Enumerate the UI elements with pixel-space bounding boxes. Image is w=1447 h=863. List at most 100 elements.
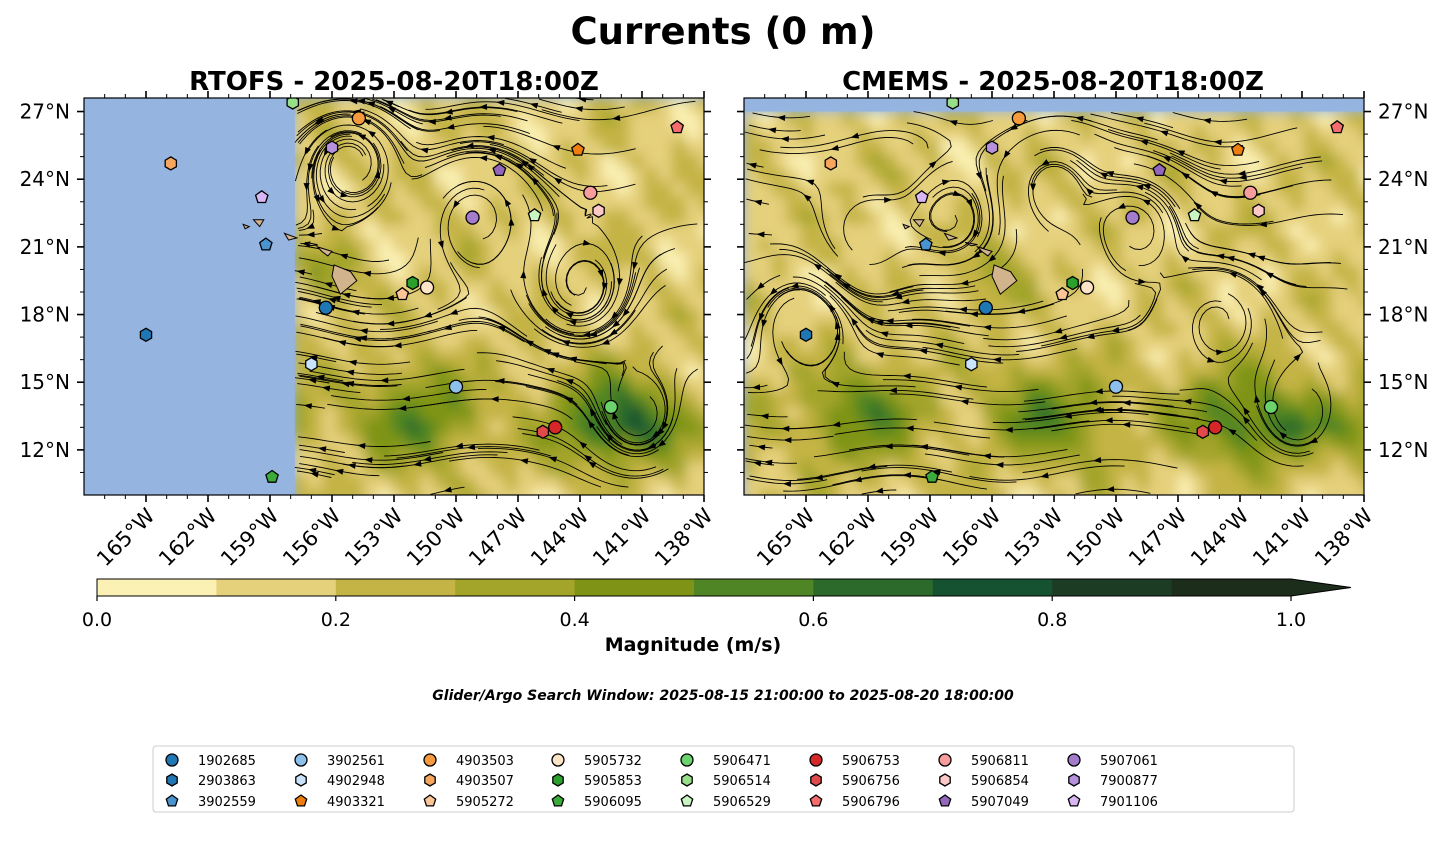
field-cell (630, 280, 645, 295)
field-cell (1066, 210, 1081, 225)
field-cell (1066, 266, 1081, 281)
field-cell (392, 322, 407, 337)
field-cell (1094, 252, 1109, 267)
field-cell (1066, 322, 1081, 337)
field-cell (814, 294, 829, 309)
field-cell (644, 168, 659, 183)
field-cell (364, 308, 379, 323)
field-cell (532, 224, 547, 239)
colorbar-segment (1171, 579, 1292, 596)
field-cell (448, 308, 463, 323)
field-cell (406, 196, 421, 211)
field-cell (532, 392, 547, 407)
field-cell (982, 392, 997, 407)
streamline-arrow (318, 195, 326, 204)
field-cell (490, 350, 505, 365)
field-cell (672, 308, 687, 323)
streamline-arrow (479, 103, 488, 110)
field-cell (588, 378, 603, 393)
field-cell (1360, 154, 1364, 169)
streamline-arrow (331, 224, 341, 231)
field-cell (1290, 112, 1305, 127)
lon-tick-label: 138°W (1310, 503, 1378, 571)
field-cell (1192, 196, 1207, 211)
field-cell (744, 392, 759, 407)
field-cell (350, 406, 365, 421)
field-cell (434, 434, 449, 449)
streamline-arrow (960, 399, 969, 405)
streamline-arrow (497, 325, 506, 332)
field-cell (1318, 196, 1333, 211)
field-cell (1332, 490, 1347, 495)
field-cell (1262, 280, 1277, 295)
field-cell (616, 182, 631, 197)
field-cell (996, 168, 1011, 183)
field-cell (490, 448, 505, 463)
legend-label: 5906756 (842, 774, 900, 789)
field-cell (1234, 280, 1249, 295)
field-cell (686, 378, 701, 393)
streamline-arrow (782, 480, 792, 487)
field-cell (1052, 126, 1067, 141)
field-cell (364, 406, 379, 421)
field-cell (504, 462, 519, 477)
field-cell (350, 238, 365, 253)
float-marker-3902559 (258, 237, 273, 251)
field-cell (1038, 182, 1053, 197)
field-cell (786, 420, 801, 435)
field-cell (336, 476, 351, 491)
field-cell (1052, 196, 1067, 211)
field-cell (672, 420, 687, 435)
field-cell (1080, 224, 1095, 239)
field-cell (658, 280, 673, 295)
field-cell (588, 280, 603, 295)
field-cell (842, 336, 857, 351)
field-cell (686, 266, 701, 281)
field-cell (1206, 238, 1221, 253)
field-cell (350, 154, 365, 169)
legend-item-4903321: 4903321 (294, 794, 385, 810)
field-cell (758, 448, 773, 463)
field-cell (1038, 434, 1053, 449)
streamline-arrow (362, 270, 372, 277)
field-cell (884, 126, 899, 141)
field-cell (658, 210, 673, 225)
field-cell (546, 336, 561, 351)
field-cell (322, 420, 337, 435)
field-cell (786, 112, 801, 127)
field-cell (996, 448, 1011, 463)
field-cell (1234, 308, 1249, 323)
legend-label: 5907061 (1100, 754, 1158, 769)
field-cell (616, 350, 631, 365)
field-cell (476, 322, 491, 337)
field-cell (602, 140, 617, 155)
streamline-arrow (1206, 356, 1216, 363)
field-cell (912, 364, 927, 379)
field-cell (686, 476, 701, 491)
field-cell (1052, 112, 1067, 127)
legend-marker-2903863 (166, 773, 178, 787)
field-cell (1052, 490, 1067, 495)
field-cell (1010, 140, 1025, 155)
field-cell (700, 112, 704, 127)
rtofs-streamlines (294, 98, 698, 495)
field-cell (1304, 238, 1319, 253)
field-cell (1122, 294, 1137, 309)
lon-tick-label: 159°W (216, 503, 284, 571)
field-cell (912, 266, 927, 281)
field-cell (560, 364, 575, 379)
field-cell (954, 490, 969, 495)
field-cell (1248, 448, 1263, 463)
field-cell (630, 238, 645, 253)
field-cell (1192, 462, 1207, 477)
field-cell (686, 154, 701, 169)
field-cell (686, 140, 701, 155)
field-cell (392, 308, 407, 323)
field-cell (560, 126, 575, 141)
field-cell (1304, 140, 1319, 155)
field-cell (1052, 252, 1067, 267)
legend-item-5906471: 5906471 (680, 753, 771, 769)
field-cell (532, 294, 547, 309)
field-cell (490, 238, 505, 253)
lat-tick-label: 12°N (20, 438, 70, 462)
